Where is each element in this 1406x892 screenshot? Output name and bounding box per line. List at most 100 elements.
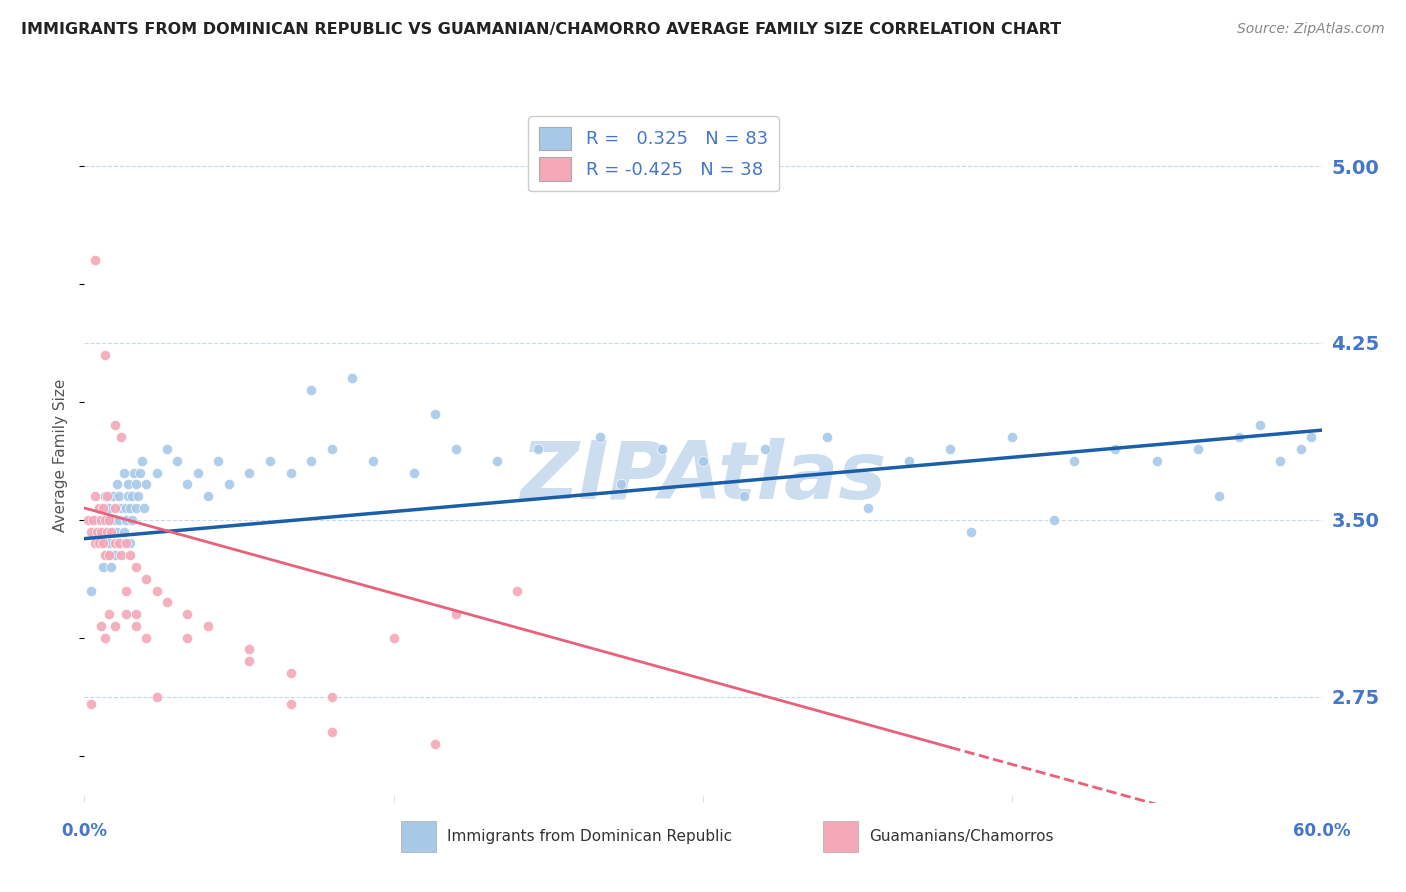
- Text: ZIPAtlas: ZIPAtlas: [520, 438, 886, 516]
- FancyBboxPatch shape: [401, 821, 436, 852]
- Point: [114, 536, 136, 550]
- Point: [1270, 454, 1292, 468]
- Point: [156, 442, 179, 456]
- Point: [129, 466, 152, 480]
- Point: [135, 572, 157, 586]
- Point: [121, 513, 143, 527]
- Point: [94, 631, 117, 645]
- Point: [238, 466, 260, 480]
- Text: Guamanians/Chamorros: Guamanians/Chamorros: [869, 830, 1053, 844]
- Point: [96, 489, 118, 503]
- Point: [118, 548, 141, 562]
- Point: [94, 524, 117, 539]
- Point: [1042, 513, 1064, 527]
- Point: [98, 536, 121, 550]
- Point: [96, 513, 118, 527]
- Point: [90, 619, 112, 633]
- Point: [166, 454, 188, 468]
- Point: [87, 500, 110, 515]
- Point: [91, 560, 114, 574]
- Point: [127, 489, 149, 503]
- Point: [361, 454, 384, 468]
- Point: [96, 524, 118, 539]
- Point: [1289, 442, 1312, 456]
- Point: [103, 489, 125, 503]
- Point: [82, 513, 104, 527]
- Point: [125, 560, 148, 574]
- Point: [321, 442, 343, 456]
- Point: [423, 737, 446, 751]
- Point: [94, 348, 117, 362]
- Point: [197, 489, 219, 503]
- Point: [1227, 430, 1250, 444]
- Point: [98, 500, 121, 515]
- Point: [856, 500, 879, 515]
- Point: [321, 690, 343, 704]
- Point: [87, 500, 110, 515]
- Point: [321, 725, 343, 739]
- Point: [112, 466, 135, 480]
- Point: [98, 607, 121, 621]
- Text: IMMIGRANTS FROM DOMINICAN REPUBLIC VS GUAMANIAN/CHAMORRO AVERAGE FAMILY SIZE COR: IMMIGRANTS FROM DOMINICAN REPUBLIC VS GU…: [21, 22, 1062, 37]
- Point: [104, 536, 127, 550]
- Point: [108, 536, 131, 550]
- Point: [176, 607, 198, 621]
- Point: [207, 454, 229, 468]
- Point: [197, 619, 219, 633]
- Text: Immigrants from Dominican Republic: Immigrants from Dominican Republic: [447, 830, 733, 844]
- Point: [299, 383, 322, 397]
- Point: [135, 477, 157, 491]
- Point: [134, 500, 156, 515]
- Point: [754, 442, 776, 456]
- Point: [83, 489, 105, 503]
- Point: [299, 454, 322, 468]
- Point: [104, 513, 127, 527]
- Point: [815, 430, 838, 444]
- Point: [238, 642, 260, 657]
- Point: [98, 513, 121, 527]
- Point: [125, 500, 148, 515]
- Point: [125, 607, 148, 621]
- Point: [939, 442, 962, 456]
- Point: [121, 489, 143, 503]
- Point: [485, 454, 508, 468]
- Point: [79, 524, 101, 539]
- Point: [108, 489, 131, 503]
- Point: [83, 253, 105, 268]
- Point: [103, 524, 125, 539]
- Legend: R =   0.325   N = 83, R = -0.425   N = 38: R = 0.325 N = 83, R = -0.425 N = 38: [529, 116, 779, 192]
- Point: [100, 513, 122, 527]
- Point: [238, 654, 260, 668]
- Point: [589, 430, 612, 444]
- Point: [87, 536, 110, 550]
- Point: [176, 631, 198, 645]
- Point: [117, 477, 139, 491]
- Point: [444, 442, 467, 456]
- Point: [77, 513, 100, 527]
- Point: [342, 371, 364, 385]
- Point: [960, 524, 983, 539]
- Point: [110, 548, 132, 562]
- Point: [1063, 454, 1085, 468]
- Point: [118, 536, 141, 550]
- Point: [100, 560, 122, 574]
- Point: [122, 466, 145, 480]
- Point: [527, 442, 550, 456]
- Text: 60.0%: 60.0%: [1294, 822, 1350, 839]
- Point: [98, 548, 121, 562]
- Point: [145, 583, 167, 598]
- Point: [1249, 418, 1271, 433]
- Point: [91, 500, 114, 515]
- Point: [1301, 430, 1323, 444]
- Point: [651, 442, 673, 456]
- Text: Source: ZipAtlas.com: Source: ZipAtlas.com: [1237, 22, 1385, 37]
- Point: [94, 489, 117, 503]
- Point: [94, 548, 117, 562]
- Point: [90, 513, 112, 527]
- Point: [444, 607, 467, 621]
- Point: [125, 477, 148, 491]
- Point: [898, 454, 921, 468]
- Point: [280, 697, 302, 711]
- Point: [218, 477, 240, 491]
- Point: [110, 536, 132, 550]
